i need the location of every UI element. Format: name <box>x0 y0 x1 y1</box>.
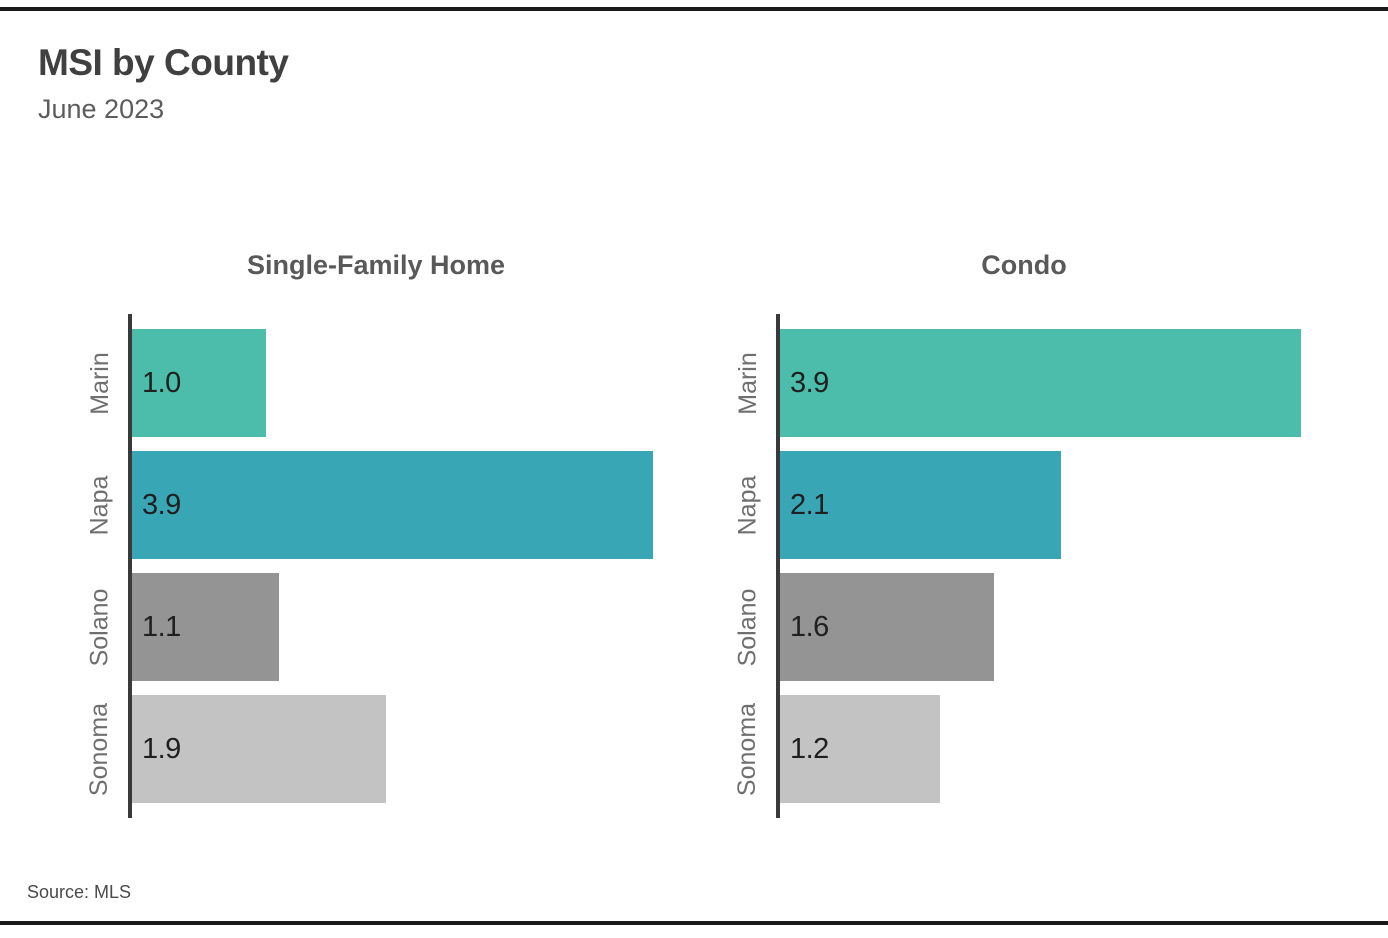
bar-solano: 1.6 <box>780 573 994 681</box>
bar-track: 1.2 <box>780 695 1328 803</box>
bar-solano: 1.1 <box>132 573 280 681</box>
source-note: Source: MLS <box>27 882 132 902</box>
category-label: Napa <box>733 475 762 535</box>
bar-row-napa: Napa 2.1 <box>720 444 1328 566</box>
panel-title: Condo <box>981 250 1067 280</box>
bar-track: 1.9 <box>132 695 680 803</box>
y-axis-line <box>776 314 780 818</box>
bar-track: 1.0 <box>132 329 680 437</box>
bar-napa: 2.1 <box>780 451 1061 559</box>
bar-value-label: 1.2 <box>790 732 829 765</box>
chart-panel-condo: Condo Marin 3.9 Napa 2.1 Solano 1.6 Sonoma 1.2 <box>720 248 1328 818</box>
bar-sonoma: 1.2 <box>780 695 941 803</box>
category-label: Marin <box>733 351 762 415</box>
category-label: Napa <box>85 475 114 535</box>
bar-row-sonoma: Sonoma 1.2 <box>720 688 1328 810</box>
category-label: Solano <box>733 588 762 666</box>
header: MSI by County June 2023 <box>38 42 289 125</box>
plot-area: Marin 3.9 Napa 2.1 Solano 1.6 Sonoma 1.2 <box>720 314 1328 818</box>
bar-track: 3.9 <box>780 329 1328 437</box>
plot-area: Marin 1.0 Napa 3.9 Solano 1.1 Sonoma 1.9 <box>72 314 680 818</box>
page-subtitle: June 2023 <box>38 94 165 124</box>
bar-track: 2.1 <box>780 451 1328 559</box>
panel-title: Single-Family Home <box>246 250 506 280</box>
chart-panel-single-family-home: Single-Family Home Marin 1.0 Napa 3.9 Solano 1… <box>72 248 680 818</box>
bar-track: 1.1 <box>132 573 680 681</box>
category-label-cell: Marin <box>72 322 128 444</box>
bar-value-label: 1.1 <box>142 610 181 643</box>
bar-value-label: 2.1 <box>790 488 829 521</box>
category-label: Sonoma <box>733 702 762 796</box>
category-label-cell: Sonoma <box>720 688 776 810</box>
bar-value-label: 3.9 <box>790 366 829 399</box>
category-label: Solano <box>85 588 114 666</box>
bar-sonoma: 1.9 <box>132 695 386 803</box>
bar-value-label: 1.9 <box>142 732 181 765</box>
bar-value-label: 1.0 <box>142 366 181 399</box>
charts-row: Single-Family Home Marin 1.0 Napa 3.9 Solano 1… <box>72 248 1328 818</box>
category-label-cell: Napa <box>72 444 128 566</box>
bar-marin: 3.9 <box>780 329 1302 437</box>
bar-value-label: 3.9 <box>142 488 181 521</box>
bar-row-sonoma: Sonoma 1.9 <box>72 688 680 810</box>
category-label-cell: Marin <box>720 322 776 444</box>
bar-track: 3.9 <box>132 451 680 559</box>
bar-row-solano: Solano 1.1 <box>72 566 680 688</box>
bar-row-napa: Napa 3.9 <box>72 444 680 566</box>
bar-value-label: 1.6 <box>790 610 829 643</box>
category-label: Sonoma <box>85 702 114 796</box>
bar-napa: 3.9 <box>132 451 654 559</box>
category-label-cell: Sonoma <box>72 688 128 810</box>
bottom-border-line <box>0 921 1388 925</box>
page-title: MSI by County <box>38 42 289 83</box>
category-label-cell: Napa <box>720 444 776 566</box>
category-label-cell: Solano <box>72 566 128 688</box>
top-border-line <box>0 7 1388 11</box>
bar-row-marin: Marin 3.9 <box>720 322 1328 444</box>
category-label-cell: Solano <box>720 566 776 688</box>
bar-row-marin: Marin 1.0 <box>72 322 680 444</box>
category-label: Marin <box>85 351 114 415</box>
bar-row-solano: Solano 1.6 <box>720 566 1328 688</box>
y-axis-line <box>128 314 132 818</box>
bar-track: 1.6 <box>780 573 1328 681</box>
bar-marin: 1.0 <box>132 329 266 437</box>
